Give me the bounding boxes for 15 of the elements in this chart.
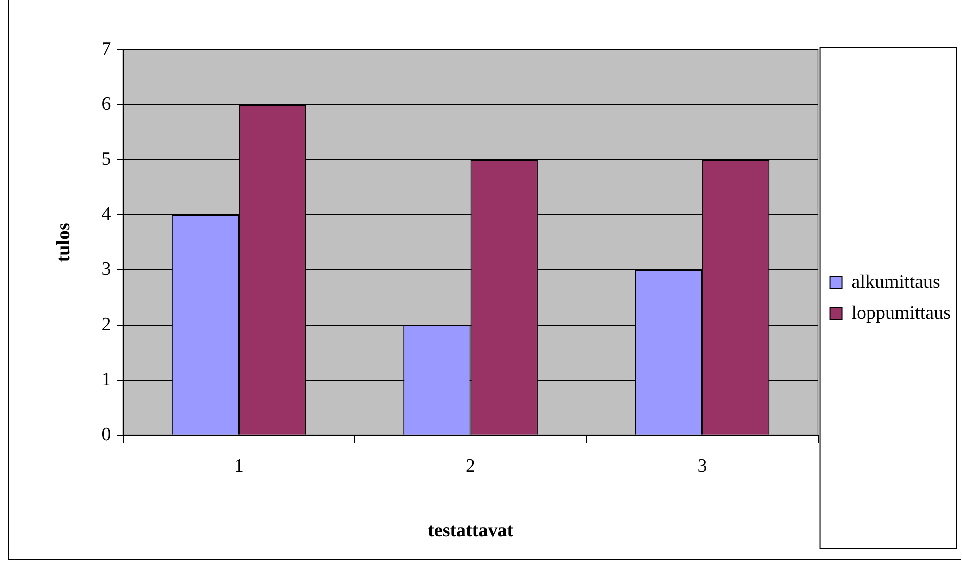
x-tick-label: 3 [698,456,708,477]
x-tick-label: 1 [234,456,244,477]
legend-label: alkumittaus [852,272,940,293]
y-tick-label: 3 [102,259,112,280]
y-tick-label: 2 [102,314,112,336]
y-axis-title: tulos [53,223,74,262]
y-tick-label: 4 [102,204,112,226]
y-tick-label: 6 [102,94,112,116]
y-tick-label: 5 [102,149,112,170]
x-tick-label: 2 [466,456,476,477]
legend-label: loppumittaus [852,302,952,324]
y-tick-label: 0 [102,424,112,446]
y-tick-label: 1 [102,369,112,390]
x-axis-title: testattavat [428,520,514,542]
y-tick-label: 7 [102,38,112,60]
